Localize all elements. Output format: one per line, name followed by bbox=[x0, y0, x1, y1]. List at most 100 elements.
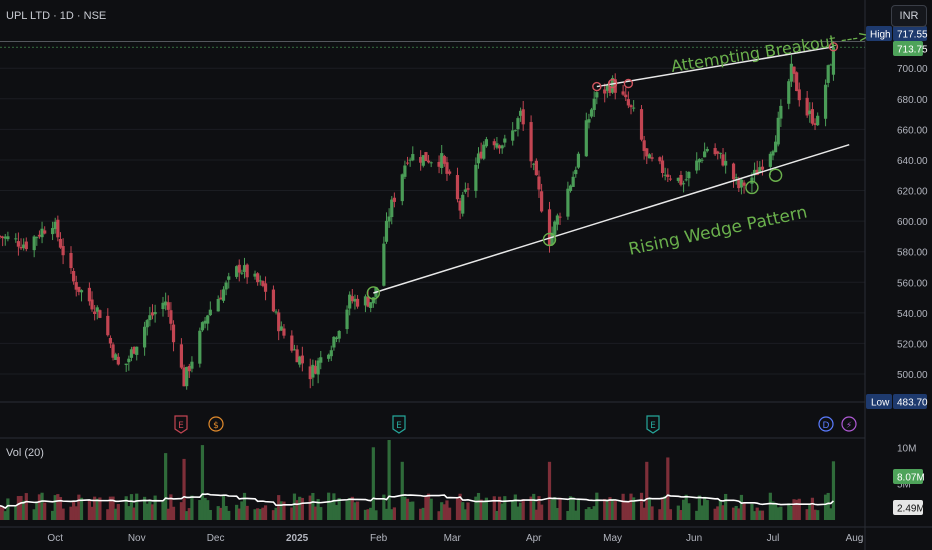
trendline-upper bbox=[596, 46, 834, 88]
volume-bar bbox=[642, 507, 646, 520]
candle-body bbox=[458, 200, 462, 211]
volume-bar bbox=[53, 495, 57, 520]
candle-body bbox=[445, 162, 449, 174]
candle-body bbox=[695, 160, 699, 171]
candle-body bbox=[808, 110, 812, 115]
trendline-lower bbox=[373, 143, 850, 294]
candle-body bbox=[547, 209, 552, 246]
volume-bar bbox=[568, 496, 573, 520]
volume-bar bbox=[492, 496, 496, 520]
candle-body bbox=[43, 230, 47, 234]
volume-bar bbox=[161, 501, 165, 520]
candle-body bbox=[550, 232, 554, 246]
volume-bar bbox=[426, 493, 431, 520]
resistance-pivot bbox=[623, 78, 634, 89]
candle-body bbox=[363, 296, 368, 306]
volume-bar bbox=[261, 507, 265, 520]
volume-bar bbox=[666, 457, 670, 520]
volume-bar bbox=[555, 508, 559, 520]
candle-body bbox=[171, 324, 176, 343]
candle-body bbox=[405, 162, 410, 164]
volume-bar bbox=[458, 493, 462, 520]
candle-body bbox=[290, 335, 294, 351]
candle-body bbox=[277, 312, 281, 332]
candle-body bbox=[200, 322, 205, 331]
candle-body bbox=[129, 349, 134, 358]
candle-body bbox=[408, 159, 412, 161]
candle-body bbox=[534, 160, 538, 176]
volume-bar bbox=[363, 509, 368, 520]
candle-body bbox=[455, 175, 460, 200]
volume-bar bbox=[208, 509, 212, 520]
event-marker bbox=[841, 416, 857, 432]
candle-body bbox=[58, 238, 63, 248]
candle-body bbox=[337, 331, 341, 339]
volume-last-badge: 8.07M bbox=[897, 473, 925, 484]
candle-body bbox=[587, 119, 591, 123]
volume-bar bbox=[114, 508, 118, 520]
volume-bar bbox=[466, 502, 470, 520]
volume-bar bbox=[831, 461, 836, 520]
volume-bar bbox=[61, 508, 65, 520]
candles bbox=[0, 41, 836, 390]
high-label-bg bbox=[866, 26, 892, 41]
candle-body bbox=[319, 357, 323, 363]
candle-body bbox=[605, 85, 609, 91]
candle-body bbox=[24, 241, 28, 250]
volume-bar bbox=[795, 499, 799, 520]
candle-body bbox=[87, 287, 91, 302]
volume-bar bbox=[108, 496, 113, 520]
candle-body bbox=[334, 337, 339, 340]
price-tick-label: 660.00 bbox=[897, 125, 928, 136]
candle-body bbox=[461, 194, 465, 214]
candle-body bbox=[203, 320, 207, 324]
volume-tick-label: 5M bbox=[897, 480, 911, 491]
candle-body bbox=[805, 97, 809, 116]
price-tick-label: 560.00 bbox=[897, 278, 928, 289]
volume-bar bbox=[79, 497, 84, 520]
candle-body bbox=[518, 110, 523, 116]
volume-bar bbox=[713, 508, 717, 520]
candle-body bbox=[571, 176, 575, 187]
volume-bar bbox=[74, 506, 78, 520]
candle-body bbox=[206, 315, 210, 324]
volume-bar bbox=[663, 495, 667, 520]
candle-body bbox=[208, 309, 212, 316]
candle-body bbox=[721, 154, 725, 166]
candle-body bbox=[366, 296, 370, 307]
candle-body bbox=[829, 64, 833, 66]
volume-bar bbox=[650, 506, 654, 520]
support-pivot bbox=[745, 180, 759, 195]
volume-bar bbox=[495, 510, 499, 520]
volume-bar bbox=[808, 504, 812, 520]
candle-body bbox=[663, 174, 667, 176]
axes: 500.00 520.00 540.00 560.00 580.00 600.00 620.… bbox=[47, 26, 928, 544]
volume-bar bbox=[129, 494, 134, 520]
currency-button[interactable]: INR bbox=[891, 5, 927, 27]
candle-body bbox=[642, 140, 646, 151]
candle-body bbox=[513, 130, 517, 132]
candle-body bbox=[424, 152, 428, 161]
candle-body bbox=[774, 141, 778, 153]
candle-body bbox=[503, 138, 507, 143]
volume-bar bbox=[455, 497, 460, 520]
candle-body bbox=[700, 159, 704, 161]
candle-body bbox=[371, 297, 375, 304]
candle-body bbox=[90, 299, 94, 310]
candle-body bbox=[474, 164, 478, 191]
volume-title[interactable]: Vol (20) bbox=[6, 447, 44, 459]
volume-bar bbox=[511, 500, 515, 520]
symbol-title[interactable]: UPL LTD · 1D · NSE bbox=[6, 10, 107, 22]
candle-body bbox=[143, 326, 147, 348]
candle-body bbox=[768, 153, 772, 167]
volume-bar bbox=[235, 504, 239, 520]
candle-body bbox=[574, 169, 578, 175]
volume-bar bbox=[316, 498, 320, 520]
time-tick-label: Nov bbox=[128, 533, 146, 544]
candle-body bbox=[466, 188, 470, 190]
volume-bar bbox=[169, 494, 173, 520]
candle-body bbox=[789, 63, 793, 82]
event-marker bbox=[646, 415, 660, 434]
candle-body bbox=[608, 86, 612, 93]
